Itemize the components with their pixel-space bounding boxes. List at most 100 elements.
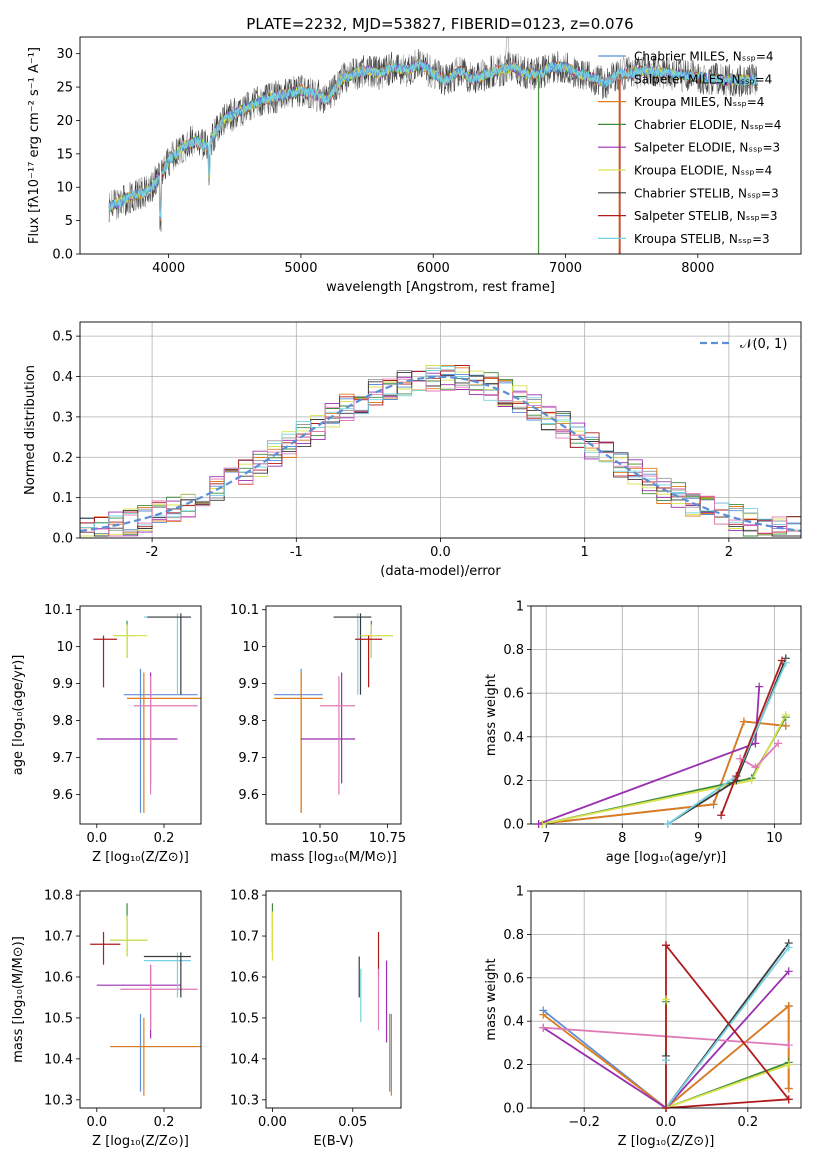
x-tick-label: 7000 xyxy=(549,261,582,276)
x-tick-label: 10.50 xyxy=(301,831,338,846)
weight-marker xyxy=(739,717,748,726)
x-tick-label: 2 xyxy=(725,545,733,560)
weight-marker xyxy=(784,1002,793,1011)
spectrum-legend: Chabrier MILES, Nₛₛₚ=4 Salpeter MILES, Nₛ… xyxy=(598,50,781,246)
weight-marker xyxy=(732,772,741,781)
x-axis-label: age [log₁₀(age/yr)] xyxy=(606,850,727,865)
spectrum-line xyxy=(108,59,758,220)
y-tick-label: 10.1 xyxy=(44,603,73,618)
weight-marker xyxy=(662,995,670,1004)
y-tick-label: 0.2 xyxy=(503,774,524,789)
y-tick-label: 0.4 xyxy=(503,1015,524,1030)
weight-marker xyxy=(784,1084,793,1093)
y-tick-label: 0.8 xyxy=(503,928,524,943)
legend-label: Salpeter STELIB, Nₛₛₚ=3 xyxy=(634,209,778,223)
axes-frame xyxy=(79,36,802,255)
weight-line xyxy=(538,720,786,824)
chart-mass-vs-ebv: 0.00 0.05 10.3 10.4 10.5 10.6 10.7 10.8 E(B-V) xyxy=(230,889,402,1149)
x-axis-label: E(B-V) xyxy=(313,1134,353,1149)
weight-marker xyxy=(736,754,745,763)
weight-marker xyxy=(662,941,670,950)
weight-marker xyxy=(781,721,790,730)
weight-marker xyxy=(662,1056,670,1065)
weight-marker xyxy=(717,811,726,820)
y-tick-label: 10.5 xyxy=(230,1011,259,1026)
x-tick-label: 0.0 xyxy=(86,1115,107,1130)
y-tick-label: 10.7 xyxy=(230,930,259,945)
y-tick-label: 9.9 xyxy=(52,677,73,692)
weight-marker xyxy=(747,776,756,785)
weight-marker xyxy=(751,763,760,772)
weight-marker xyxy=(663,820,672,828)
x-tick-label: 10 xyxy=(766,831,783,846)
weight-marker xyxy=(784,1060,793,1069)
x-tick-label: 5000 xyxy=(284,261,317,276)
y-tick-label: 30 xyxy=(56,47,73,62)
y-tick-label: 0.2 xyxy=(503,1058,524,1073)
weight-marker xyxy=(709,800,718,809)
y-axis-label: mass [log₁₀(M/M⊙)] xyxy=(11,936,26,1063)
figure-title: PLATE=2232, MJD=53827, FIBERID=0123, z=0… xyxy=(246,15,633,33)
chart-spectrum: 4000 5000 6000 7000 8000 0.0 5 10 15 20 25 30 wavele… xyxy=(27,36,802,295)
y-tick-label: 25 xyxy=(56,81,73,96)
weight-marker xyxy=(784,1041,793,1050)
legend-label: Salpeter ELODIE, Nₛₛₚ=3 xyxy=(634,141,780,155)
weight-line xyxy=(665,944,790,1100)
weight-marker xyxy=(539,1010,548,1019)
y-tick-label: 20 xyxy=(56,114,73,129)
y-tick-label: 10.7 xyxy=(44,930,73,945)
x-axis-label: wavelength [Angstrom, rest frame] xyxy=(326,280,555,295)
plot-area xyxy=(542,942,790,1108)
y-tick-label: 9.8 xyxy=(52,714,73,729)
axes-frame xyxy=(79,890,202,1109)
axes-frame xyxy=(79,605,202,825)
y-tick-label: 0.2 xyxy=(52,451,73,466)
x-tick-label: 0.2 xyxy=(154,831,175,846)
legend-label: Kroupa MILES, Nₛₛₚ=4 xyxy=(634,95,764,109)
axes-frame xyxy=(265,890,402,1109)
weight-line xyxy=(542,716,787,824)
x-tick-label: 4000 xyxy=(152,261,185,276)
y-tick-label: 0.0 xyxy=(52,532,73,547)
x-axis-label: (data-model)/error xyxy=(380,564,501,579)
chart-weight-vs-Z: −0.2 0.0 0.2 0.0 0.2 0.4 0.6 0.8 1 Z [log₁₀(Z/Z⊙)… xyxy=(484,885,802,1149)
y-axis-label: Normed distribution xyxy=(23,365,38,495)
x-tick-label: 10.75 xyxy=(369,831,406,846)
y-tick-label: 0.0 xyxy=(503,818,524,833)
plot-area xyxy=(271,903,392,1096)
y-axis-label: age [log₁₀(age/yr)] xyxy=(11,655,26,776)
y-tick-label: 0.6 xyxy=(503,971,524,986)
plot-area xyxy=(274,613,393,813)
legend-label: 𝒩(0, 1) xyxy=(740,337,787,352)
y-tick-label: 9.6 xyxy=(52,788,73,803)
x-tick-label: −0.2 xyxy=(568,1115,600,1130)
x-tick-label: 0.0 xyxy=(430,545,451,560)
histogram-steps xyxy=(80,378,801,538)
y-tick-label: 10.4 xyxy=(44,1052,73,1067)
weight-line xyxy=(542,714,787,824)
weight-marker xyxy=(539,1023,548,1032)
legend-label: Chabrier ELODIE, Nₛₛₚ=4 xyxy=(634,118,781,132)
legend-label: Kroupa STELIB, Nₛₛₚ=3 xyxy=(634,232,770,246)
y-tick-label: 5 xyxy=(65,214,73,229)
y-tick-label: 9.9 xyxy=(238,677,259,692)
plot-area xyxy=(80,364,801,538)
y-tick-label: 9.8 xyxy=(238,714,259,729)
weight-marker xyxy=(755,682,764,691)
y-tick-label: 10 xyxy=(242,640,259,655)
y-tick-label: 10.1 xyxy=(230,603,259,618)
plot-area xyxy=(93,613,201,813)
weight-marker xyxy=(774,739,783,748)
x-tick-label: 1 xyxy=(581,545,589,560)
plot-area xyxy=(108,37,758,254)
chart-mass-vs-Z: 0.0 0.2 10.3 10.4 10.5 10.6 10.7 10.8 Z [log₁₀(Z… xyxy=(11,889,202,1149)
x-tick-label: 6000 xyxy=(417,261,450,276)
legend-label: Chabrier MILES, Nₛₛₚ=4 xyxy=(634,50,774,64)
weight-line xyxy=(665,946,790,1108)
y-tick-label: 9.7 xyxy=(238,751,259,766)
y-tick-label: 10.4 xyxy=(230,1052,259,1067)
legend-label: Chabrier STELIB, Nₛₛₚ=3 xyxy=(634,186,779,200)
chart-weight-vs-age: 7 8 9 10 0.0 0.2 0.4 0.6 0.8 1 age [log₁₀(age/yr)]… xyxy=(484,600,802,865)
y-tick-label: 0.4 xyxy=(503,730,524,745)
y-tick-label: 10 xyxy=(56,181,73,196)
